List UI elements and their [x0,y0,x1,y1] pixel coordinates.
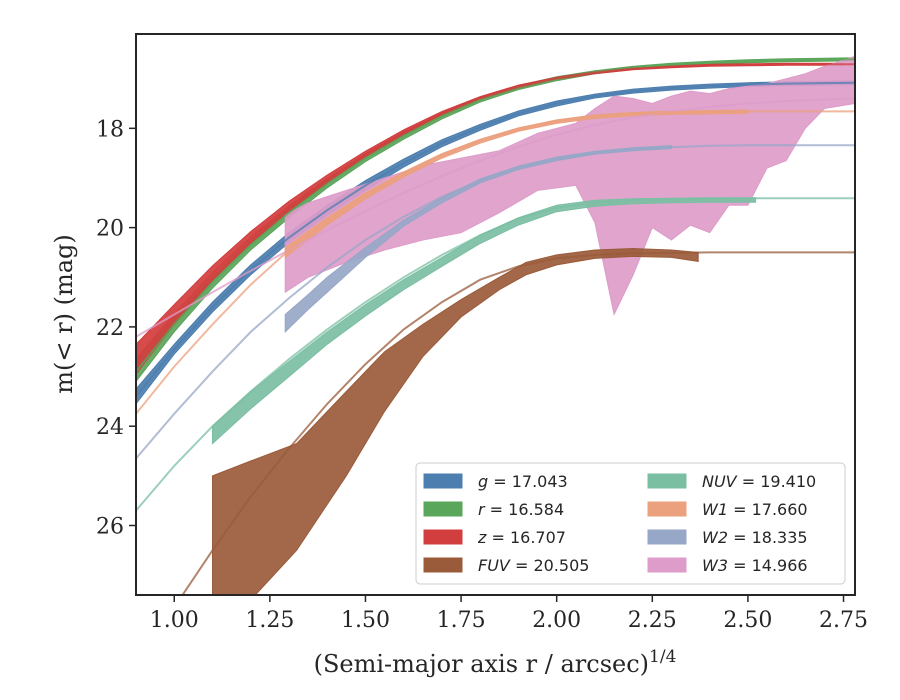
model-curve-nuv [136,197,855,512]
legend-band-name: FUV [478,556,511,575]
legend-label-g: g = 17.043 [478,472,568,491]
model-curve-fuv [181,251,855,595]
x-tick-label: 2.00 [532,608,581,633]
x-tick-label: 1.00 [150,608,199,633]
model-curve-w3 [136,97,855,338]
plot-frame [135,33,856,596]
legend-band-value: = 17.043 [488,472,568,491]
x-axis-ticks: 1.00 1.25 1.50 1.75 2.00 2.25 2.50 2.75 [150,595,868,633]
legend-band-name: r [478,500,486,519]
model-curve-w2 [136,144,855,460]
y-axis-label: m(< r) (mag) [50,234,78,393]
legend-label-w2: W2 = 18.335 [702,528,808,547]
legend-swatch-w2 [647,529,687,545]
legend-label-w3: W3 = 14.966 [702,556,808,575]
legend-label-w1: W1 = 17.660 [702,500,808,519]
x-tick-label: 1.75 [437,608,486,633]
y-axis-ticks: 18 20 22 24 26 [96,117,136,539]
legend-band-name: NUV [702,472,738,491]
legend-swatch-nuv [647,473,687,489]
legend-swatch-w1 [647,501,687,517]
x-tick-label: 2.25 [628,608,677,633]
legend-band-value: = 18.335 [728,528,808,547]
band-w3 [284,55,855,317]
legend-label-fuv: FUV = 20.505 [478,556,589,575]
legend-swatch-fuv [423,557,463,573]
legend-band-name: g [478,472,488,491]
y-tick-label: 20 [96,217,124,242]
legend-band-value: = 20.505 [510,556,590,575]
x-tick-label: 1.50 [341,608,390,633]
legend-band-name: z [477,528,487,547]
legend-band-value: = 16.584 [485,500,565,519]
y-tick-label: 18 [96,117,124,142]
legend-band-name: W2 [702,528,728,547]
legend-band-value: = 19.410 [737,472,817,491]
legend-label-z: z = 16.707 [477,528,566,547]
legend-swatch-w3 [647,557,687,573]
x-axis-label-main: (Semi-major axis r / arcsec) [314,650,649,678]
legend-band-value: = 17.660 [728,500,808,519]
band-nuv [212,197,757,445]
model-curve-r [136,58,855,373]
x-axis-label-sup: 1/4 [649,647,676,667]
y-tick-label: 24 [96,415,124,440]
band-w1 [284,109,749,259]
legend-label-r: r = 16.584 [478,500,564,519]
y-tick-label: 26 [96,514,124,539]
legend-band-name: W1 [702,500,728,519]
legend-band-name: W3 [702,556,728,575]
model-curve-g [136,81,855,398]
legend-swatch-r [423,501,463,517]
x-tick-label: 2.50 [723,608,772,633]
model-curve-w1 [136,110,855,415]
legend-frame [415,462,846,585]
legend-swatch-z [423,529,463,545]
model-curve-z [136,63,855,360]
legend-swatch-g [423,473,463,489]
legend-label-nuv: NUV = 19.410 [702,472,816,491]
x-axis-label: (Semi-major axis r / arcsec)1/4 [314,647,677,678]
legend-band-value: = 14.966 [728,556,808,575]
band-w2 [284,145,672,334]
y-tick-label: 22 [96,316,124,341]
x-tick-label: 1.25 [245,608,294,633]
band-fuv [212,247,699,595]
x-tick-label: 2.75 [819,608,868,633]
model-curves [136,58,855,595]
legend-band-value: = 16.707 [486,528,566,547]
